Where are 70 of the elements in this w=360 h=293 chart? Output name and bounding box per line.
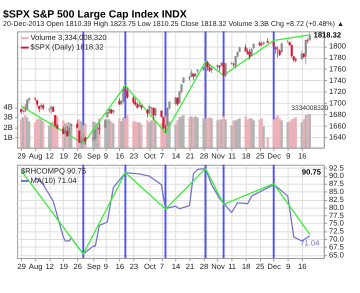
x-tick-label: Oct — [144, 152, 157, 161]
x-tick-label: Nov — [211, 152, 226, 161]
x-tick-label: 25 — [256, 152, 264, 161]
y2-tick-label: 3B — [4, 112, 13, 122]
x-tick-label: 14 — [172, 152, 181, 161]
x-tick-label: Oct — [144, 262, 157, 272]
y-tick-label: 85.0 — [329, 187, 344, 196]
annotation: 90.75 — [302, 167, 322, 176]
x-tick-label: 26 — [74, 262, 82, 272]
y-tick-label: 1800 — [329, 42, 346, 51]
y-tick-label: 1680 — [329, 110, 346, 119]
y-tick-label: 75.0 — [329, 218, 344, 228]
y2-tick-label: 4B — [4, 102, 13, 112]
x-tick-label: Nov — [211, 262, 226, 272]
x-tick-label: 23 — [130, 262, 138, 272]
y-tick-label: 1740 — [329, 76, 346, 85]
y-tick-label: 72.5 — [329, 226, 344, 236]
x-tick-label: Aug — [28, 152, 42, 161]
y-tick-label: 67.5 — [329, 242, 344, 252]
x-tick-label: 9 — [286, 152, 290, 161]
x-tick-label: 21 — [186, 152, 194, 161]
x-tick-label: 14 — [172, 262, 181, 272]
x-tick-label: 9 — [286, 262, 290, 272]
y-tick-label: 87.5 — [329, 179, 344, 188]
x-tick-label: 7 — [160, 152, 164, 161]
x-tick-label: 16 — [298, 262, 306, 272]
x-tick-label: 28 — [200, 152, 208, 161]
x-tick-label: 21 — [186, 262, 194, 272]
x-tick-label: Sep — [87, 152, 101, 161]
y2-tick-label: 2B — [4, 122, 13, 132]
y-tick-label: 70.0 — [329, 234, 344, 244]
x-tick-label: 11 — [228, 152, 236, 161]
x-tick-label: Sep — [87, 262, 101, 272]
y-tick-label: 1780 — [329, 53, 346, 62]
y-tick-label: 1720 — [329, 87, 346, 96]
x-tick-label: 28 — [200, 262, 208, 272]
y-tick-label: 1640 — [329, 132, 346, 142]
x-tick-label: 19 — [59, 152, 68, 161]
y-tick-label: 65.0 — [329, 250, 344, 260]
x-tick-label: 19 — [59, 262, 68, 272]
x-tick-label: 25 — [256, 262, 264, 272]
x-tick-label: 7 — [160, 262, 164, 272]
x-tick-label: 18 — [242, 262, 250, 272]
x-tick-label: 18 — [242, 152, 250, 161]
x-tick-label: 26 — [74, 152, 82, 161]
x-tick-label: 12 — [45, 152, 54, 161]
y-tick-label: 1700 — [329, 98, 346, 108]
y-tick-label: 92.5 — [329, 163, 344, 172]
x-tick-label: Dec — [267, 152, 282, 161]
y2-tick-label: 1B — [4, 132, 13, 142]
x-tick-label: 12 — [45, 262, 54, 272]
x-tick-label: 16 — [298, 152, 306, 161]
x-tick-label: 9 — [104, 262, 108, 272]
x-tick-label: 29 — [17, 152, 26, 161]
x-tick-label: 16 — [116, 152, 124, 161]
annotation: 1818.32 — [314, 30, 342, 40]
y-tick-label: 80.0 — [329, 202, 344, 212]
x-tick-label: 16 — [116, 262, 124, 272]
chart-title: $SPX S&P 500 Large Cap Index INDX — [3, 10, 187, 21]
y-tick-label: 1660 — [329, 121, 346, 130]
y-tick-label: 77.5 — [329, 210, 344, 220]
y-tick-label: 82.5 — [329, 194, 344, 204]
y-tick-label: 90.0 — [329, 171, 344, 180]
x-tick-label: 23 — [130, 152, 138, 161]
x-tick-label: Aug — [28, 262, 42, 272]
x-tick-label: 11 — [228, 262, 236, 272]
x-tick-label: Dec — [267, 262, 282, 272]
x-tick-label: 9 — [104, 152, 108, 161]
y-tick-label: 1760 — [329, 64, 346, 74]
x-tick-label: 29 — [17, 262, 26, 272]
